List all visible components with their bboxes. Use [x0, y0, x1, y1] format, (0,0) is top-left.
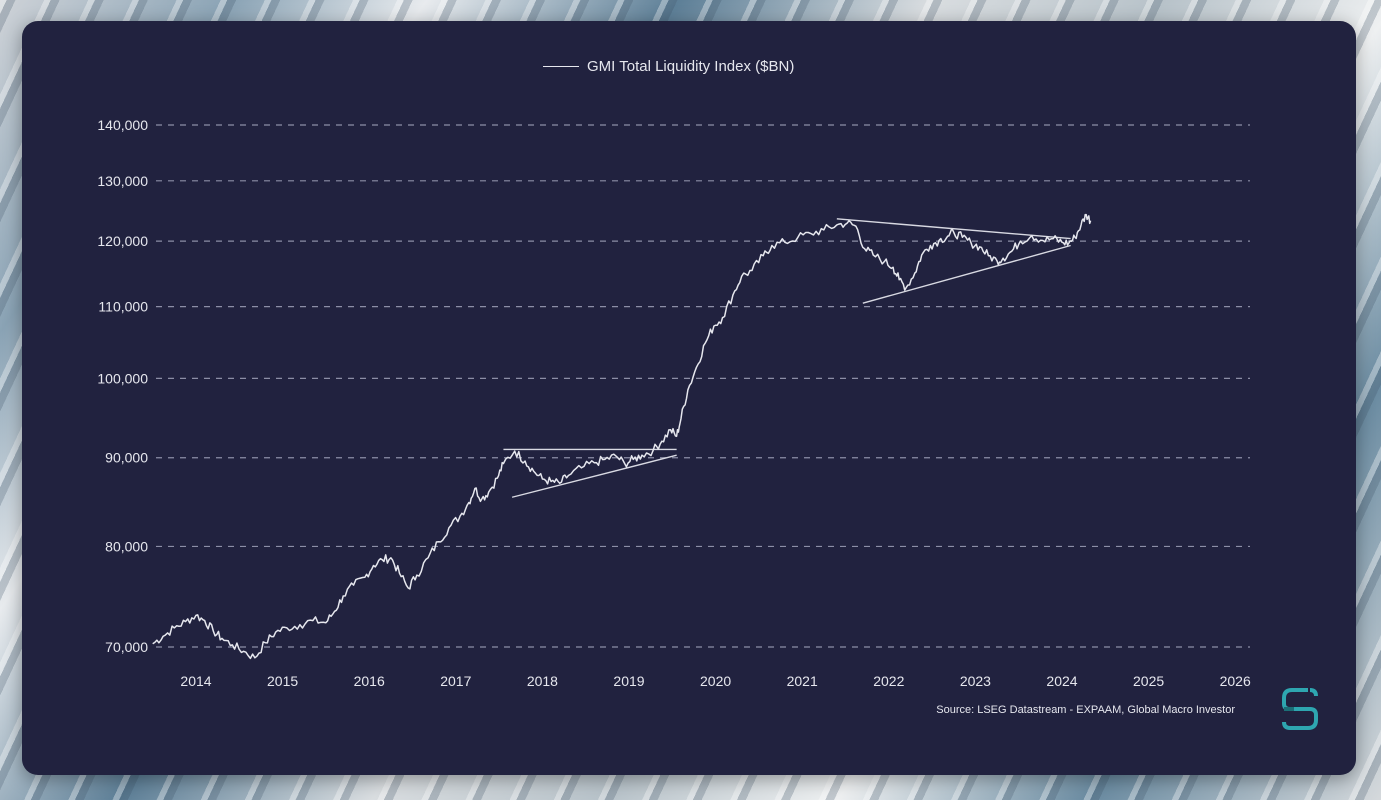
y-tick-label: 130,000: [97, 173, 148, 189]
y-tick-label: 70,000: [105, 639, 148, 655]
x-tick-label: 2024: [1046, 673, 1077, 689]
legend-label: GMI Total Liquidity Index ($BN): [587, 57, 795, 75]
chart-legend: GMI Total Liquidity Index ($BN): [543, 57, 794, 75]
series-line-0: [152, 213, 1092, 660]
grid-lines: [156, 124, 1250, 648]
x-tick-label: 2015: [267, 673, 298, 689]
x-tick-label: 2016: [354, 673, 385, 689]
source-note: Source: LSEG Datastream - EXPAAM, Global…: [936, 704, 1235, 716]
x-tick-label: 2022: [873, 673, 904, 689]
x-tick-label: 2023: [960, 673, 991, 689]
legend-line-swatch: [543, 65, 579, 67]
x-tick-label: 2014: [180, 673, 211, 689]
trendline-1: [511, 454, 677, 498]
trendline-3: [862, 244, 1071, 304]
x-tick-label: 2018: [527, 673, 558, 689]
x-tick-label: 2020: [700, 673, 731, 689]
trendlines: [503, 218, 1071, 498]
x-axis-ticks: 2014 2015 2016 2017 2018 2019 2020 2021 2022 2023…: [180, 673, 1251, 689]
expaam-logo-icon: [1282, 688, 1318, 730]
y-axis-ticks: 70,000 80,000 90,000 100,000 110,000 120,000 1…: [97, 117, 148, 655]
x-tick-label: 2026: [1220, 673, 1251, 689]
y-tick-label: 140,000: [97, 117, 148, 133]
x-tick-label: 2017: [440, 673, 471, 689]
y-tick-label: 100,000: [97, 370, 148, 386]
trendline-2: [836, 218, 1071, 240]
y-tick-label: 90,000: [105, 450, 148, 466]
x-tick-label: 2019: [613, 673, 644, 689]
y-tick-label: 120,000: [97, 233, 148, 249]
x-tick-label: 2025: [1133, 673, 1164, 689]
y-tick-label: 80,000: [105, 538, 148, 554]
chart-card: [22, 21, 1356, 775]
series-lines: [152, 213, 1092, 660]
x-tick-label: 2021: [787, 673, 818, 689]
y-tick-label: 110,000: [98, 299, 148, 315]
